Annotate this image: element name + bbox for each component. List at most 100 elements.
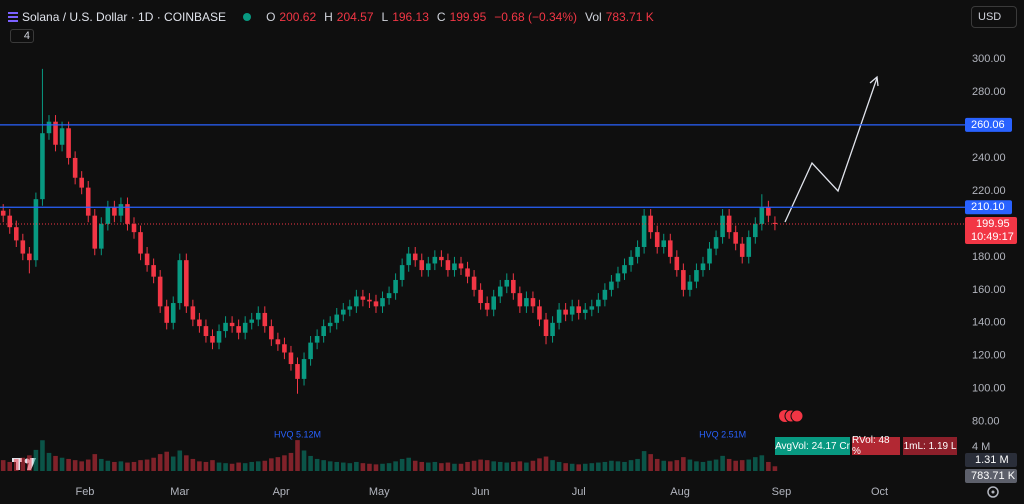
candle-body: [164, 306, 169, 323]
volume-bar: [125, 462, 130, 471]
candle-body: [33, 199, 39, 261]
volume-bar: [641, 451, 647, 471]
arrow-head: [869, 75, 879, 87]
volume-bar: [648, 454, 653, 471]
volume-bar: [59, 457, 65, 471]
indicator-toggle[interactable]: 4: [10, 29, 34, 43]
currency: USD: [978, 11, 1002, 23]
volume-bar: [177, 450, 183, 471]
volume-bar: [550, 460, 555, 471]
candle-body: [380, 298, 385, 307]
volume-bar: [27, 455, 32, 471]
volume-bar: [524, 462, 529, 471]
candle-body: [53, 121, 58, 145]
volume-bar: [118, 461, 124, 471]
volume-bar: [255, 461, 261, 471]
y-tick-label: 100.00: [972, 383, 1006, 395]
candle-body: [628, 256, 634, 266]
candle-body: [746, 237, 752, 257]
candle-body: [92, 215, 98, 249]
y-tick-label: 180.00: [972, 251, 1006, 263]
y-tick-label: 140.00: [972, 317, 1006, 329]
event-icon: [790, 409, 804, 423]
indicator-badge: AvgVol: 24.17 Cr: [775, 437, 850, 455]
volume-bar: [465, 461, 470, 471]
candle-body: [301, 359, 307, 379]
candle-body: [203, 326, 209, 337]
currency-button[interactable]: USD: [971, 6, 1017, 28]
volume-bar: [99, 458, 104, 471]
candle-body: [419, 260, 425, 271]
candle-body: [648, 215, 653, 233]
volume-bar: [609, 460, 614, 471]
volume-bar: [419, 461, 425, 471]
candle-body: [105, 207, 111, 224]
candle-body: [589, 306, 595, 310]
candle-body: [471, 276, 477, 290]
legend-key: Vol: [585, 10, 602, 24]
level-label-box: [965, 200, 1012, 215]
candle-body: [308, 342, 313, 360]
volume-bar: [79, 461, 84, 471]
volume-bar: [301, 450, 307, 471]
volume-bar: [33, 449, 39, 471]
volume-bar: [321, 460, 326, 471]
candle-body: [170, 303, 176, 323]
candle-body: [184, 260, 189, 307]
volume-bar: [131, 461, 137, 471]
volume-bar: [576, 464, 582, 471]
candle-body: [432, 256, 438, 264]
volume-bar: [726, 458, 732, 471]
volume-bar: [511, 461, 516, 471]
candle-body: [667, 240, 673, 257]
candle-body: [157, 276, 163, 307]
volume-bar: [144, 459, 150, 471]
candle-body: [465, 268, 470, 277]
candle-body: [739, 243, 745, 257]
candle-body: [340, 309, 346, 315]
y-tick-label: 120.00: [972, 350, 1006, 362]
indicator-badge: RVol: 48 %: [852, 435, 900, 457]
volume-bar: [53, 455, 58, 471]
volume-bar: [628, 460, 634, 471]
settings-gear[interactable]: [987, 486, 999, 498]
status-dot: [243, 13, 252, 21]
candle-body: [288, 352, 294, 365]
legend-change: −0.68 (−0.34%): [494, 10, 577, 24]
candle-body: [609, 281, 614, 290]
candle-body: [484, 303, 490, 310]
x-tick-label: Feb: [75, 486, 94, 498]
candle-body: [713, 237, 719, 249]
candle-body: [269, 326, 274, 340]
candle-body: [582, 309, 588, 313]
candle-body: [439, 256, 444, 261]
y-tick-label: 160.00: [972, 284, 1006, 296]
volume-bar: [223, 463, 228, 471]
level-label-box: [965, 117, 1012, 132]
volume-bar: [360, 463, 366, 471]
legend-key: H: [324, 10, 333, 24]
volume-bar: [92, 454, 98, 471]
last-price-label: 199.95: [976, 218, 1010, 230]
candle-body: [766, 207, 771, 216]
candle-body: [386, 293, 392, 299]
candle-body: [426, 263, 431, 271]
candle-body: [622, 265, 627, 274]
volume-bar: [399, 458, 405, 471]
symbol-icon: [8, 12, 18, 22]
y-tick-label: 240.00: [972, 152, 1006, 164]
candle-body: [550, 322, 555, 337]
candle-body: [772, 222, 778, 224]
legend-value: 204.57: [336, 10, 374, 24]
volume-bar: [543, 456, 549, 471]
volume-bar: [367, 463, 372, 471]
volume-bar: [569, 463, 575, 471]
volume-bar: [406, 457, 411, 471]
volume-bar: [282, 455, 287, 471]
volume-bar: [766, 461, 771, 471]
candle-body: [524, 298, 529, 307]
volume-bar: [530, 460, 536, 471]
candle-body: [491, 296, 496, 310]
volume-bar: [72, 460, 78, 471]
x-tick-label: Aug: [670, 486, 690, 498]
